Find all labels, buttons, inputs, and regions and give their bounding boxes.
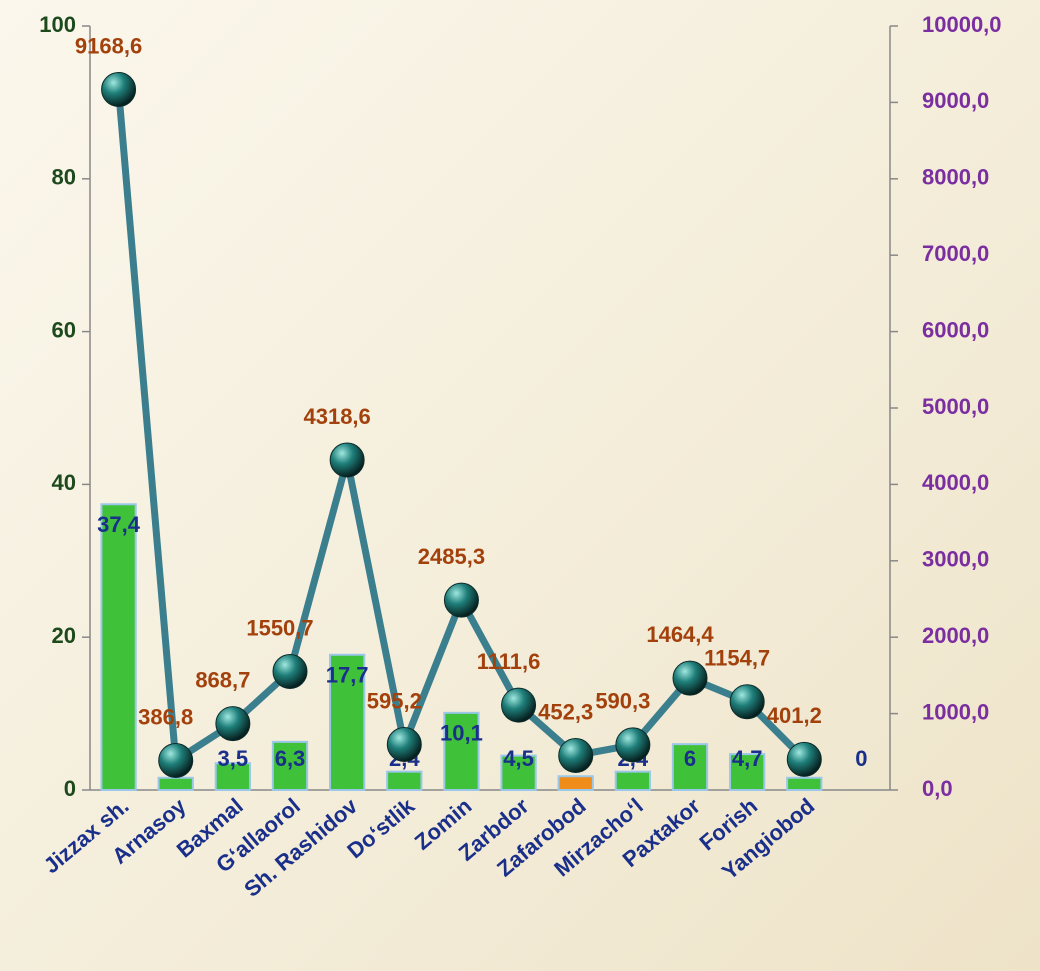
line-value-label: 595,2 bbox=[367, 688, 422, 713]
y-tick-label: 60 bbox=[52, 317, 76, 342]
y2-tick-label: 2000,0 bbox=[922, 623, 989, 648]
line-point bbox=[673, 661, 707, 695]
line-value-label: 4318,6 bbox=[303, 404, 370, 429]
y-tick-label: 20 bbox=[52, 623, 76, 648]
line-point bbox=[559, 738, 593, 772]
bar bbox=[787, 778, 821, 790]
line-point bbox=[616, 728, 650, 762]
line-value-label: 401,2 bbox=[767, 703, 822, 728]
bar bbox=[616, 772, 650, 790]
line-point bbox=[444, 583, 478, 617]
bar bbox=[387, 772, 421, 790]
line-point bbox=[273, 655, 307, 689]
bar-value-label: 3,5 bbox=[218, 746, 249, 771]
y2-tick-label: 9000,0 bbox=[922, 88, 989, 113]
y2-tick-label: 7000,0 bbox=[922, 241, 989, 266]
y-tick-label: 0 bbox=[64, 776, 76, 801]
line-point bbox=[330, 443, 364, 477]
y-tick-label: 80 bbox=[52, 165, 76, 190]
line-point bbox=[102, 73, 136, 107]
line-value-label: 9168,6 bbox=[75, 33, 142, 58]
bar-value-label: 10,1 bbox=[440, 721, 483, 746]
line-value-label: 1111,6 bbox=[477, 649, 541, 674]
bar bbox=[159, 778, 193, 790]
chart: 0204060801000,01000,02000,03000,04000,05… bbox=[0, 0, 1040, 971]
bar-value-label: 6,3 bbox=[275, 746, 306, 771]
line-value-label: 1464,4 bbox=[646, 622, 714, 647]
line-value-label: 1154,7 bbox=[704, 646, 770, 671]
y2-tick-label: 5000,0 bbox=[922, 394, 989, 419]
bar-value-label: 17,7 bbox=[326, 663, 369, 688]
y-tick-label: 40 bbox=[52, 470, 76, 495]
page: 0204060801000,01000,02000,03000,04000,05… bbox=[0, 0, 1040, 971]
y-tick-label: 100 bbox=[39, 12, 76, 37]
bar bbox=[559, 776, 593, 790]
line-value-label: 1550,7 bbox=[246, 615, 313, 640]
line-value-label: 590,3 bbox=[595, 689, 650, 714]
line-value-label: 452,3 bbox=[538, 699, 593, 724]
y2-tick-label: 3000,0 bbox=[922, 547, 989, 572]
line-value-label: 868,7 bbox=[195, 667, 250, 692]
line-point bbox=[502, 688, 536, 722]
bar-value-label: 0 bbox=[855, 746, 867, 771]
bar bbox=[101, 504, 135, 790]
bar-value-label: 4,7 bbox=[732, 746, 763, 771]
y2-tick-label: 10000,0 bbox=[922, 12, 1002, 37]
line-point bbox=[730, 685, 764, 719]
line-point bbox=[387, 728, 421, 762]
line-point bbox=[787, 742, 821, 776]
line-point bbox=[159, 743, 193, 777]
bar-value-label: 6 bbox=[684, 746, 696, 771]
bar-value-label: 4,5 bbox=[503, 746, 534, 771]
y2-tick-label: 0,0 bbox=[922, 776, 953, 801]
line-point bbox=[216, 707, 250, 741]
y2-tick-label: 6000,0 bbox=[922, 317, 989, 342]
bar-value-label: 37,4 bbox=[97, 512, 141, 537]
line bbox=[119, 90, 805, 761]
y2-tick-label: 1000,0 bbox=[922, 699, 989, 724]
line-value-label: 2485,3 bbox=[418, 544, 485, 569]
y2-tick-label: 8000,0 bbox=[922, 165, 989, 190]
line-value-label: 386,8 bbox=[138, 704, 193, 729]
y2-tick-label: 4000,0 bbox=[922, 470, 989, 495]
